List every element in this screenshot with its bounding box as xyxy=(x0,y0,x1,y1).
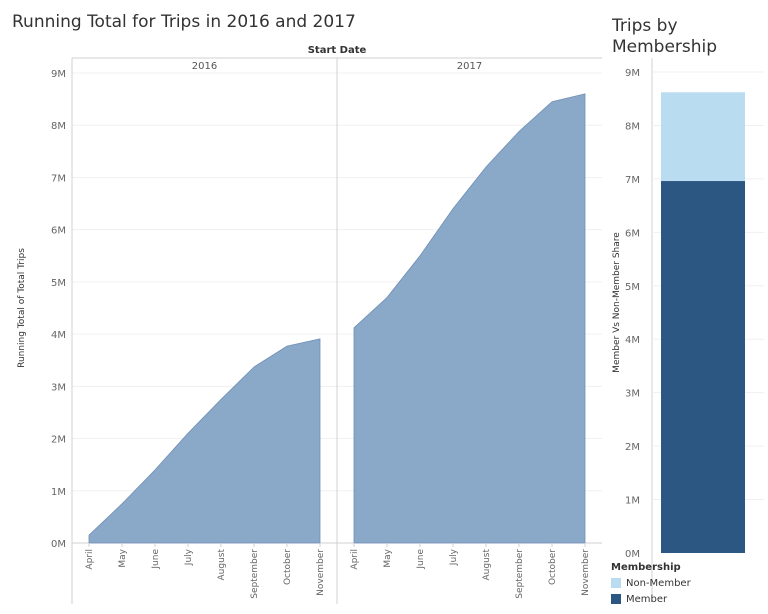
x-tick-label: November xyxy=(316,549,326,596)
legend-label-member: Member xyxy=(626,593,668,605)
x-tick-label: November xyxy=(581,549,591,596)
x-tick-label: October xyxy=(283,549,293,585)
y-tick-label: 3M xyxy=(625,389,640,400)
x-tick-label: July xyxy=(184,548,194,566)
legend-item-non-member: Non-Member xyxy=(611,576,691,590)
y-tick-label: 4M xyxy=(625,335,640,346)
y-axis-label: Member Vs Non-Member Share xyxy=(612,232,622,373)
x-tick-label: August xyxy=(482,549,492,581)
x-tick-label: April xyxy=(85,549,95,570)
y-tick-label: 2M xyxy=(51,435,66,446)
x-tick-label: September xyxy=(515,549,525,599)
y-tick-label: 0M xyxy=(625,549,640,560)
panel-header-2017: 2017 xyxy=(457,61,482,72)
x-tick-label: July xyxy=(449,548,459,566)
right-chart-title: Trips by Membership xyxy=(612,16,718,57)
y-tick-label: 5M xyxy=(51,278,66,289)
x-tick-label: August xyxy=(217,549,227,581)
y-tick-label: 5M xyxy=(625,282,640,293)
y-tick-label: 2M xyxy=(625,442,640,453)
x-tick-label: May xyxy=(383,548,393,567)
legend-item-member: Member xyxy=(611,592,691,606)
panel-header-2016: 2016 xyxy=(192,61,217,72)
y-tick-label: 0M xyxy=(51,539,66,550)
y-axis-label: Running Total of Total Trips xyxy=(17,248,27,368)
y-tick-label: 9M xyxy=(625,68,640,79)
x-tick-label: June xyxy=(151,549,161,570)
y-tick-label: 6M xyxy=(51,226,66,237)
membership-legend: Membership Non-Member Member xyxy=(611,562,691,608)
bar-segment-member xyxy=(661,181,745,553)
x-tick-label: May xyxy=(118,548,128,567)
area-series-2017 xyxy=(353,93,586,544)
membership-stacked-bar-chart: 0M 1M 2M 3M 4M 5M 6M 7M 8M 9M Member Vs Non-Member… xyxy=(612,58,764,600)
y-tick-label: 8M xyxy=(625,121,640,132)
left-chart-title: Running Total for Trips in 2016 and 2017 xyxy=(12,12,356,32)
x-tick-label: September xyxy=(250,549,260,599)
bar-segment-non-member xyxy=(661,92,745,182)
y-tick-label: 7M xyxy=(625,175,640,186)
y-tick-label: 1M xyxy=(625,496,640,507)
y-tick-label: 1M xyxy=(51,487,66,498)
y-tick-label: 8M xyxy=(51,121,66,132)
y-tick-label: 4M xyxy=(51,330,66,341)
legend-swatch-member xyxy=(611,594,621,604)
y-tick-label: 7M xyxy=(51,173,66,184)
x-tick-label: October xyxy=(548,549,558,585)
legend-title: Membership xyxy=(611,562,681,573)
running-total-area-chart: Start Date 0M 1M 2M 3M 4M 5M 6M 7M 8M 9M Running To… xyxy=(17,45,602,604)
area-series-2016 xyxy=(88,338,321,544)
legend-label-non-member: Non-Member xyxy=(626,577,691,589)
x-tick-label: April xyxy=(350,549,360,570)
y-tick-label: 9M xyxy=(51,69,66,80)
x-tick-label: June xyxy=(416,549,426,570)
y-tick-label: 3M xyxy=(51,382,66,393)
legend-swatch-non-member xyxy=(611,578,621,588)
y-tick-label: 6M xyxy=(625,228,640,239)
column-header-start-date: Start Date xyxy=(308,45,367,56)
